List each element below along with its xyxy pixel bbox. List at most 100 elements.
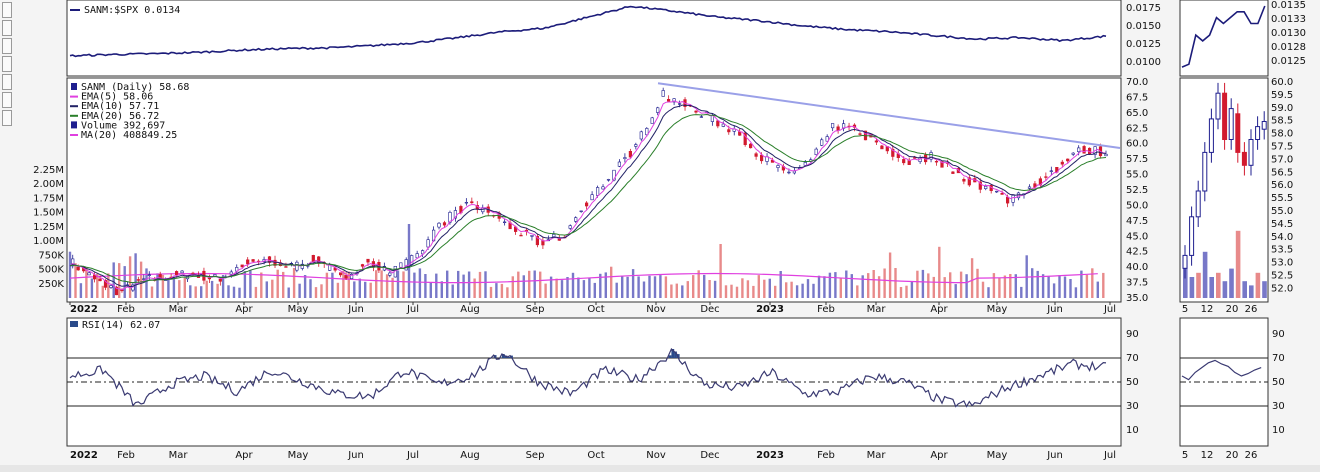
scrollbar[interactable]: [0, 465, 1320, 472]
volume-bar: [533, 270, 536, 298]
mini-candle-body: [1228, 108, 1234, 140]
price-tick-label: 47.5: [1126, 216, 1148, 227]
side-tab[interactable]: [2, 92, 12, 108]
volume-bar: [692, 275, 695, 298]
price-tick-label: 35.0: [1126, 293, 1148, 304]
volume-tick-label: 1.00M: [33, 236, 64, 247]
volume-bar: [402, 271, 405, 298]
x-tick-label: Sep: [526, 304, 545, 315]
volume-bar: [528, 270, 531, 298]
candle-body: [606, 179, 611, 181]
mini-x-label-bottom: 5: [1182, 450, 1188, 461]
mini-price-tick-label: 56.5: [1271, 167, 1293, 178]
x-tick-label-bottom: 2022: [70, 450, 98, 461]
volume-bar: [1014, 274, 1017, 298]
volume-bar: [451, 284, 454, 298]
trendline: [657, 82, 1121, 149]
candle-body: [612, 169, 616, 181]
volume-bar: [938, 246, 941, 298]
side-tab[interactable]: [2, 56, 12, 72]
candle-body: [388, 272, 392, 276]
candle-body: [71, 258, 75, 267]
volume-bar: [927, 273, 930, 298]
side-tab[interactable]: [2, 38, 12, 54]
volume-bar: [189, 285, 192, 298]
candle-body: [1082, 146, 1086, 154]
volume-bar: [631, 269, 635, 298]
candle-body: [1044, 176, 1048, 178]
volume-bar: [867, 273, 870, 298]
rsi-overbought-fill: [507, 357, 511, 358]
mini-volume-bar: [1229, 268, 1234, 298]
candle-body: [426, 239, 430, 248]
volume-bar: [774, 285, 777, 298]
candle-body: [98, 278, 102, 282]
candle-body: [738, 131, 742, 136]
rsi-oversold-fill: [966, 406, 970, 407]
mini-candle-body: [1215, 92, 1221, 120]
candle-body: [623, 157, 627, 160]
volume-bar: [489, 286, 493, 298]
bar-icon: [71, 121, 77, 129]
mini-volume-bar: [1209, 277, 1214, 298]
mini-candle-body: [1182, 254, 1188, 269]
mini-price-tick-label: 54.0: [1271, 232, 1293, 243]
volume-bar: [719, 244, 722, 298]
candle-body: [617, 161, 621, 167]
volume-bar: [981, 281, 985, 298]
volume-bar: [139, 261, 143, 298]
candle-body: [677, 103, 682, 105]
volume-bar: [599, 273, 602, 298]
mini-ratio-tick-label: 0.0128: [1271, 42, 1306, 53]
volume-bar: [1041, 274, 1045, 298]
volume-bar: [555, 278, 558, 298]
price-legend-item: EMA(10) 57.71: [81, 101, 159, 112]
x-tick-label-bottom: Jul: [1103, 450, 1116, 461]
price-tick-label: 67.5: [1126, 92, 1148, 103]
candle-body: [836, 126, 840, 131]
mini-x-label-bottom: 26: [1245, 450, 1258, 461]
volume-bar: [593, 282, 596, 298]
mini-candle-body: [1235, 113, 1241, 153]
x-tick-label-bottom: Feb: [817, 450, 835, 461]
mini-volume-bar: [1196, 272, 1201, 298]
volume-bar: [358, 278, 361, 298]
volume-bar: [342, 270, 345, 298]
candle-body: [825, 136, 829, 142]
candle-body: [448, 212, 452, 223]
candle-body: [246, 259, 250, 265]
side-tab[interactable]: [2, 110, 12, 126]
x-tick-label: Aug: [460, 304, 480, 315]
candle-body: [519, 234, 523, 237]
candle-body: [874, 140, 878, 143]
volume-bar: [817, 275, 821, 298]
volume-bar: [987, 287, 990, 298]
volume-bar: [1036, 270, 1039, 298]
x-tick-label: May: [288, 304, 309, 315]
volume-bar: [194, 286, 197, 298]
volume-bar: [828, 272, 832, 298]
volume-bar: [708, 280, 711, 298]
rsi-line: [69, 347, 1107, 408]
ratio-tick-label: 0.0125: [1126, 39, 1161, 50]
side-tab[interactable]: [2, 74, 12, 90]
candle-body: [1071, 152, 1075, 155]
volume-bar: [681, 285, 684, 298]
mini-rsi-tick-label: 90: [1272, 329, 1285, 340]
candle-body: [420, 250, 425, 255]
candle-body: [699, 116, 703, 118]
mini-price-tick-label: 55.5: [1271, 193, 1293, 204]
volume-bar: [298, 283, 301, 298]
volume-bar: [845, 270, 848, 298]
side-tab[interactable]: [2, 20, 12, 36]
price-tick-label: 42.5: [1126, 247, 1148, 258]
volume-bar: [746, 280, 750, 298]
volume-bar: [364, 281, 367, 298]
volume-bar: [949, 272, 952, 298]
side-tab[interactable]: [2, 2, 12, 18]
candle-body: [470, 201, 474, 204]
mini-volume-bar: [1262, 281, 1267, 298]
volume-bar: [440, 281, 443, 298]
candle-body: [344, 275, 348, 279]
